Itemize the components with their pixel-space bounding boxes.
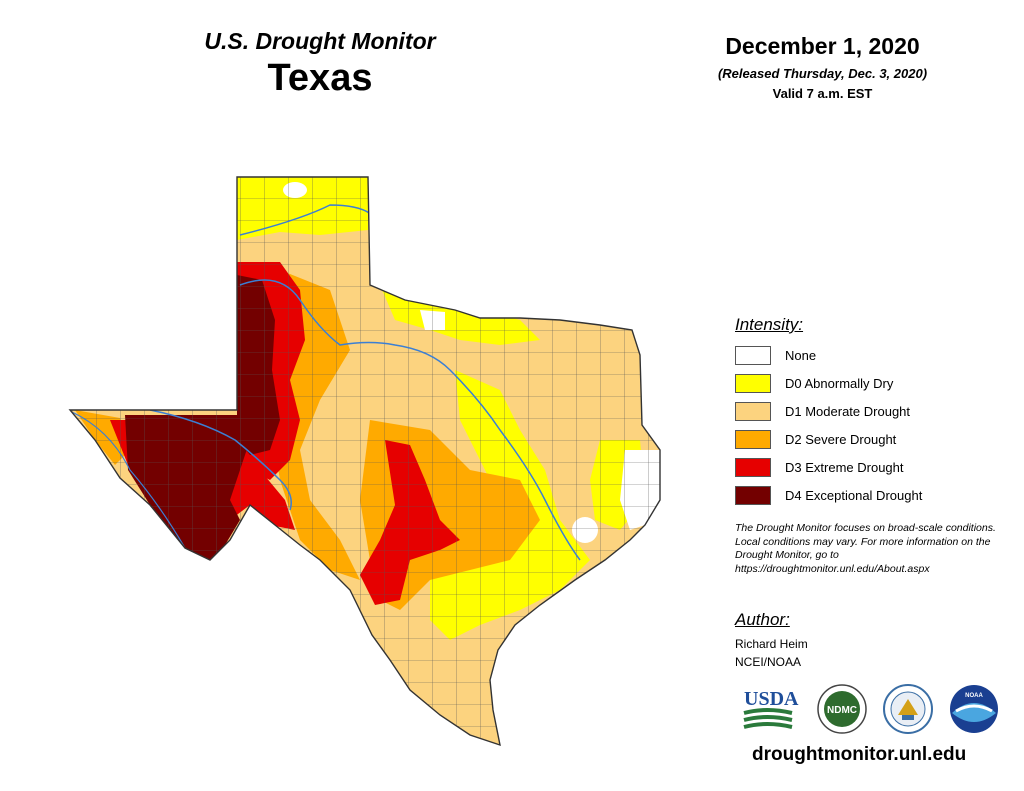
svg-text:USDA: USDA [744,688,799,710]
pecos-river [149,409,292,511]
drought-regions [70,177,660,745]
commerce-seal-logo [883,684,933,734]
texas-drought-map [68,176,661,747]
legend-item-d4: D4 Exceptional Drought [735,481,1000,509]
legend-label: D3 Extreme Drought [785,459,904,475]
date-title: December 1, 2020 [725,33,920,59]
author-name: Richard Heim [735,637,808,651]
header-right: December 1, 2020 (Released Thursday, Dec… [690,33,955,101]
legend-swatch [735,457,771,477]
legend-item-d3: D3 Extreme Drought [735,453,1000,481]
county-lines [70,177,660,745]
state-outline [68,176,661,747]
legend-swatch [735,429,771,449]
canadian-river [239,279,581,561]
partner-logos: USDA NDMC NOAA [743,684,998,734]
legend-swatch [735,345,771,365]
monitor-title: U.S. Drought Monitor [204,28,436,54]
rio-grande [71,411,186,549]
red-river [239,204,373,236]
usda-logo: USDA [743,688,799,729]
legend-title: Intensity: [735,315,804,334]
website-url[interactable]: droughtmonitor.unl.edu [752,744,967,765]
ndmc-logo: NDMC [817,684,867,734]
legend-label: D0 Abnormally Dry [785,375,894,391]
legend-swatch [735,401,771,421]
released-date: (Released Thursday, Dec. 3, 2020) [717,66,928,81]
legend-swatch [735,485,771,505]
legend-label: D1 Moderate Drought [785,403,911,419]
legend-item-d0: D0 Abnormally Dry [735,369,1000,397]
header-left: U.S. Drought Monitor Texas [150,28,490,100]
legend-item-d1: D1 Moderate Drought [735,397,1000,425]
state-title: Texas [267,57,373,99]
author-title: Author: [735,610,790,629]
legend-label: D4 Exceptional Drought [785,487,923,503]
svg-text:NDMC: NDMC [827,705,857,716]
legend-item-d2: D2 Severe Drought [735,425,1000,453]
legend-label: None [785,347,817,363]
legend-items: None D0 Abnormally Dry D1 Moderate Droug… [735,341,1000,509]
legend-label: D2 Severe Drought [785,431,897,447]
valid-time: Valid 7 a.m. EST [772,86,873,101]
legend-swatch [735,373,771,393]
disclaimer: The Drought Monitor focuses on broad-sca… [735,522,996,575]
author-block: Author: Richard Heim NCEI/NOAA [735,610,808,669]
legend: Intensity: None D0 Abnormally Dry D1 Mod… [735,315,1000,509]
svg-text:NOAA: NOAA [965,693,983,699]
noaa-logo: NOAA [950,685,998,733]
author-org: NCEI/NOAA [735,655,802,669]
legend-item-none: None [735,341,1000,369]
